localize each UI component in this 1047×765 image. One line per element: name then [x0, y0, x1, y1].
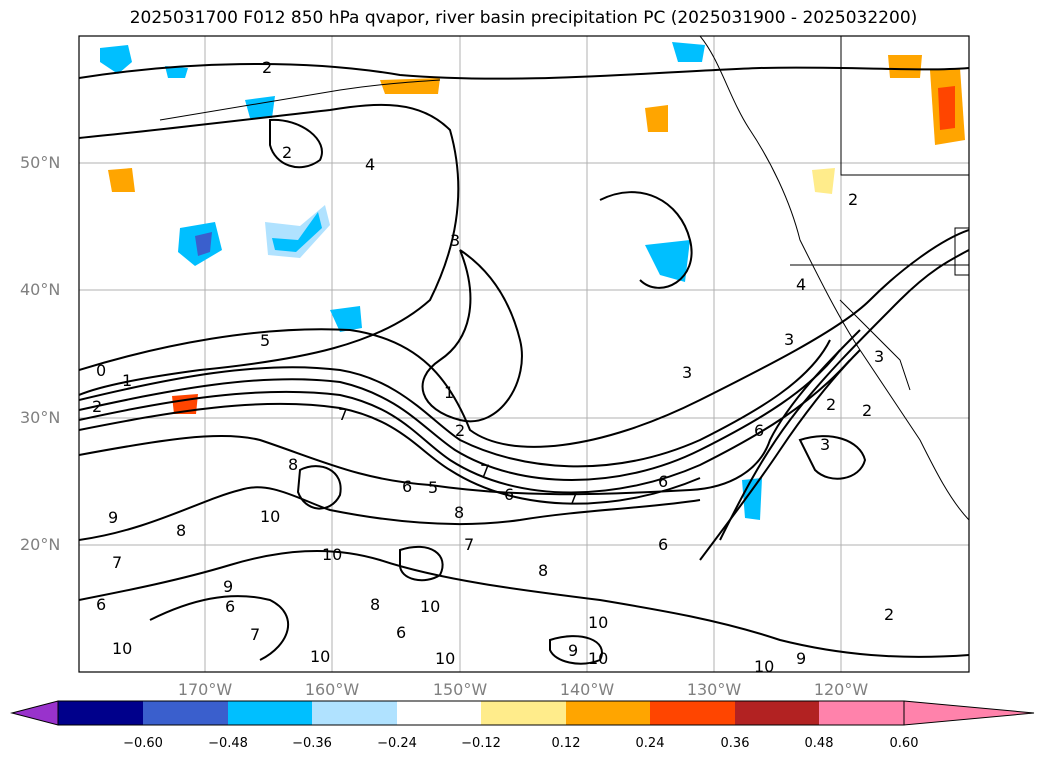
contour-label: 6 [402, 477, 412, 496]
contour-label: 7 [112, 553, 122, 572]
contour-label: 8 [370, 595, 380, 614]
contour-label: 10 [322, 545, 342, 564]
contour-label: 6 [658, 472, 668, 491]
latitude-label: 30°N [20, 408, 61, 427]
colorbar-segment [650, 701, 735, 725]
colorbar-extend-left [10, 700, 59, 726]
latitude-label: 50°N [20, 153, 61, 172]
colorbar-segment [58, 701, 143, 725]
contour-label: 7 [464, 535, 474, 554]
colorbar [10, 700, 1035, 726]
contour-label: 2 [826, 395, 836, 414]
colorbar-segment [735, 701, 819, 725]
contour-label: 3 [820, 435, 830, 454]
contour-label-group: 2 2 4 3 4 2 3 3 3 0 1 2 5 7 1 2 6 5 7 6 … [92, 58, 894, 676]
colorbar-tick-label: −0.12 [461, 736, 501, 751]
latitude-label: 20°N [20, 535, 61, 554]
contour-label: 2 [848, 190, 858, 209]
colorbar-segment [312, 701, 397, 725]
map-frame [78, 35, 970, 673]
contour-label: 10 [310, 647, 330, 666]
contour-label: 6 [754, 421, 764, 440]
contour-label: 8 [288, 455, 298, 474]
contour-label: 3 [450, 231, 460, 250]
contour-label: 10 [260, 507, 280, 526]
map-plot: 2 2 4 3 4 2 3 3 3 0 1 2 5 7 1 2 6 5 7 6 … [78, 35, 970, 676]
contour-label: 1 [122, 371, 132, 390]
colorbar-segment [228, 701, 312, 725]
colorbar-segment [566, 701, 650, 725]
contour-label: 6 [658, 535, 668, 554]
contour-label: 10 [588, 613, 608, 632]
contour-label: 10 [588, 649, 608, 668]
longitude-label: 150°W [432, 680, 488, 699]
contour-label: 4 [365, 155, 375, 174]
contour-label: 2 [92, 397, 102, 416]
longitude-label: 120°W [813, 680, 869, 699]
colorbar-tick-label: −0.36 [292, 736, 332, 751]
contour-label: 8 [176, 521, 186, 540]
contour-label: 7 [338, 405, 348, 424]
contour-label: 6 [225, 597, 235, 616]
contour-label: 7 [250, 625, 260, 644]
colorbar-tick-label: −0.48 [208, 736, 248, 751]
contour-label: 6 [396, 623, 406, 642]
contour-label: 9 [223, 577, 233, 596]
colorbar-tick-label: 0.60 [889, 736, 919, 751]
contour-label: 7 [480, 461, 490, 480]
contour-label: 6 [96, 595, 106, 614]
contour-label: 0 [96, 361, 106, 380]
colorbar-tick-label: −0.60 [123, 736, 163, 751]
contour-label: 9 [568, 641, 578, 660]
longitude-label: 140°W [559, 680, 615, 699]
latitude-label: 40°N [20, 280, 61, 299]
longitude-label: 160°W [304, 680, 360, 699]
contour-label: 2 [884, 605, 894, 624]
contour-label: 2 [262, 58, 272, 77]
colorbar-segment [143, 701, 228, 725]
contour-label: 3 [682, 363, 692, 382]
contour-label: 3 [874, 347, 884, 366]
longitude-label: 170°W [177, 680, 233, 699]
contour-label: 8 [538, 561, 548, 580]
longitude-label: 130°W [686, 680, 742, 699]
contour-label: 1 [444, 383, 454, 402]
colorbar-tick-label: 0.36 [720, 736, 750, 751]
colorbar-tick-label: 0.24 [635, 736, 665, 751]
contour-label: 9 [108, 508, 118, 527]
contour-label: 5 [428, 478, 438, 497]
colorbar-segment [481, 701, 566, 725]
contour-label: 2 [282, 143, 292, 162]
contour-label: 2 [862, 401, 872, 420]
contour-label: 3 [784, 330, 794, 349]
coastlines [159, 36, 969, 521]
contour-label: 10 [112, 639, 132, 658]
colorbar-segment [819, 701, 904, 725]
contour-label: 6 [504, 485, 514, 504]
contour-label: 10 [435, 649, 455, 668]
colorbar-segment [397, 701, 481, 725]
contour-label: 10 [754, 657, 774, 676]
map-title: 2025031700 F012 850 hPa qvapor, river ba… [129, 8, 918, 28]
colorbar-tick-label: 0.48 [804, 736, 834, 751]
contour-label: 8 [454, 503, 464, 522]
colorbar-tick-label: −0.24 [377, 736, 417, 751]
precipitation-pc-shading [100, 42, 965, 520]
contour-label: 10 [420, 597, 440, 616]
qvapor-contours [79, 62, 969, 665]
colorbar-extend-right [903, 700, 1035, 726]
contour-label: 4 [796, 275, 806, 294]
contour-label: 9 [796, 649, 806, 668]
colorbar-tick-label: 0.12 [551, 736, 581, 751]
contour-label: 7 [568, 489, 578, 508]
contour-label: 2 [455, 421, 465, 440]
contour-label: 5 [260, 331, 270, 350]
